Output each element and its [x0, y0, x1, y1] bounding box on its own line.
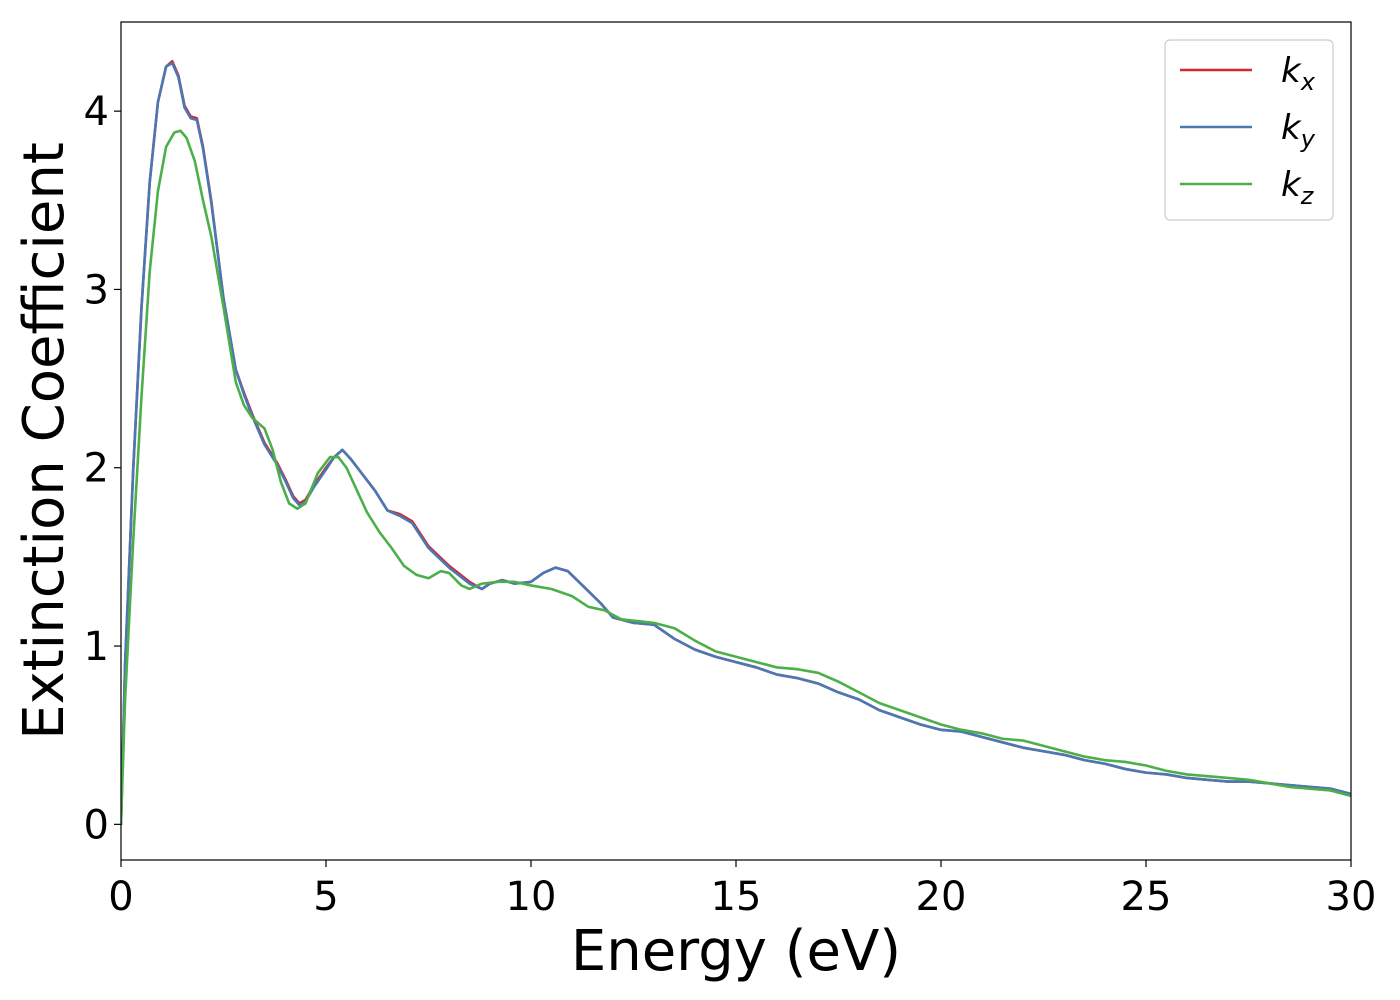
x-tick-label: 30 [1326, 874, 1377, 920]
x-tick-label: 0 [108, 874, 133, 920]
series-line-y [121, 61, 1351, 826]
legend-label-main: k [1281, 51, 1302, 91]
y-tick-label: 3 [84, 267, 109, 313]
x-tick-label: 20 [916, 874, 967, 920]
legend-label-subscript: y [1300, 125, 1316, 153]
legend-label-y: ky [1281, 108, 1316, 153]
legend-label-z: kz [1281, 165, 1315, 210]
y-tick-label: 0 [84, 802, 109, 848]
legend-label-x: kx [1281, 51, 1316, 96]
x-tick-label: 10 [506, 874, 557, 920]
x-tick-label: 25 [1121, 874, 1172, 920]
series-line-z [121, 129, 1351, 826]
legend-frame [1164, 39, 1334, 221]
y-axis-ticks: 0 1 2 3 4 [84, 89, 121, 848]
legend-label-main: k [1281, 165, 1302, 205]
x-tick-label: 15 [711, 874, 762, 920]
series-layer [121, 59, 1351, 826]
y-tick-label: 2 [84, 446, 109, 492]
y-tick-label: 1 [84, 624, 109, 670]
x-axis-ticks: 0 5 10 15 20 25 30 [108, 860, 1376, 920]
y-axis-title: Extinction Coefficient [12, 142, 77, 740]
x-axis-title: Energy (eV) [571, 919, 901, 984]
legend-label-main: k [1281, 108, 1302, 148]
y-tick-label: 4 [84, 89, 109, 135]
x-tick-label: 5 [313, 874, 338, 920]
legend-label-subscript: x [1300, 68, 1316, 96]
legend-label-subscript: z [1300, 182, 1315, 210]
